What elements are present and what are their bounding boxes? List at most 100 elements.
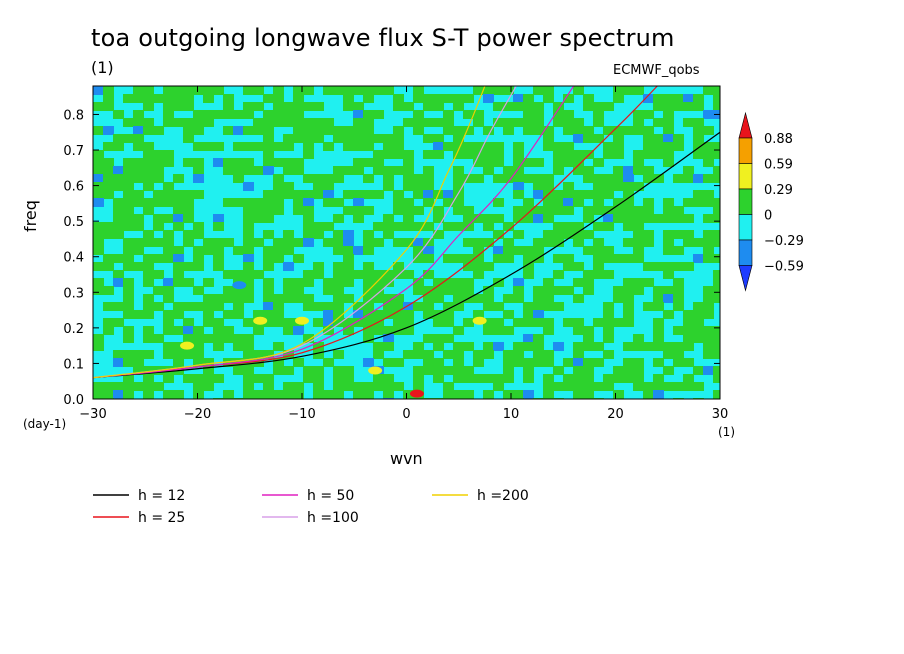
field-cell <box>163 246 174 255</box>
field-cell <box>443 350 454 359</box>
field-cell <box>143 294 154 303</box>
field-cell <box>663 294 674 303</box>
field-cell <box>233 302 244 311</box>
field-cell <box>343 382 354 391</box>
field-cell <box>123 94 134 103</box>
field-cell <box>563 206 574 215</box>
field-cell <box>333 286 344 295</box>
field-cell <box>343 230 354 239</box>
field-cell <box>373 158 384 167</box>
field-cell <box>93 238 104 247</box>
field-cell <box>323 182 334 191</box>
field-cell <box>383 174 394 183</box>
field-cell <box>543 126 554 135</box>
field-cell <box>593 254 604 263</box>
field-cell <box>343 294 354 303</box>
field-cell <box>523 334 534 343</box>
field-cell <box>163 350 174 359</box>
field-cell <box>513 206 524 215</box>
field-cell <box>573 126 584 135</box>
field-cell <box>333 294 344 303</box>
field-cell <box>333 238 344 247</box>
field-cell <box>113 302 124 311</box>
field-cell <box>563 262 574 271</box>
field-cell <box>503 102 514 111</box>
field-cell <box>623 190 634 199</box>
field-cell <box>713 294 720 303</box>
field-cell <box>463 238 474 247</box>
field-cell <box>683 238 694 247</box>
field-cell <box>373 382 384 391</box>
field-cell <box>113 182 124 191</box>
field-cell <box>223 238 234 247</box>
field-cell <box>543 286 554 295</box>
field-cell <box>543 382 554 391</box>
field-cell <box>363 238 374 247</box>
field-cell <box>273 358 284 367</box>
field-cell <box>703 334 714 343</box>
colorbar-bottom-arrow <box>738 265 753 292</box>
field-cell <box>613 126 624 135</box>
field-cell <box>573 86 584 95</box>
field-cell <box>193 110 204 119</box>
field-cell <box>663 246 674 255</box>
field-cell <box>493 158 504 167</box>
field-cell <box>123 214 134 223</box>
field-cell <box>523 126 534 135</box>
field-cell <box>633 182 644 191</box>
field-cell <box>143 102 154 111</box>
field-cell <box>403 222 414 231</box>
field-cell <box>573 326 584 335</box>
field-cell <box>633 334 644 343</box>
field-cell <box>503 118 514 127</box>
field-cell <box>183 374 194 383</box>
field-cell <box>153 382 164 391</box>
colorbar-label: 0.88 <box>764 132 793 147</box>
field-cell <box>353 390 364 399</box>
field-cell <box>243 334 254 343</box>
field-cell <box>343 86 354 95</box>
field-cell <box>373 166 384 175</box>
field-cell <box>193 190 204 199</box>
field-cell <box>463 278 474 287</box>
field-cell <box>533 158 544 167</box>
field-cell <box>293 94 304 103</box>
field-cell <box>633 118 644 127</box>
field-cell <box>123 222 134 231</box>
field-cell <box>533 310 544 319</box>
field-cell <box>343 374 354 383</box>
field-cell <box>683 214 694 223</box>
field-cell <box>253 270 264 279</box>
field-cell <box>673 302 684 311</box>
field-cell <box>553 366 564 375</box>
field-cell <box>413 94 424 103</box>
field-cell <box>573 342 584 351</box>
field-cell <box>523 270 534 279</box>
legend: h = 12 h = 25 h = 50 h =100 h =200 <box>93 488 529 526</box>
colorbar-label: 0.29 <box>764 183 793 198</box>
field-cell <box>173 254 184 263</box>
field-cell <box>293 358 304 367</box>
field-cell <box>493 374 504 383</box>
field-cell <box>433 358 444 367</box>
field-cell <box>93 342 104 351</box>
field-cell <box>693 254 704 263</box>
field-cell <box>483 350 494 359</box>
field-cell <box>533 102 544 111</box>
field-cell <box>633 158 644 167</box>
field-cell <box>373 150 384 159</box>
field-cell <box>503 326 514 335</box>
field-cell <box>163 310 174 319</box>
field-cell <box>713 206 720 215</box>
field-cell <box>553 302 564 311</box>
field-cell <box>143 86 154 95</box>
field-cell <box>623 374 634 383</box>
y-tick-label: 0.8 <box>63 108 84 123</box>
field-cell <box>273 302 284 311</box>
field-cell <box>453 254 464 263</box>
field-cell <box>203 246 214 255</box>
field-cell <box>553 166 564 175</box>
field-cell <box>653 134 664 143</box>
field-cell <box>163 110 174 119</box>
field-cell <box>643 230 654 239</box>
